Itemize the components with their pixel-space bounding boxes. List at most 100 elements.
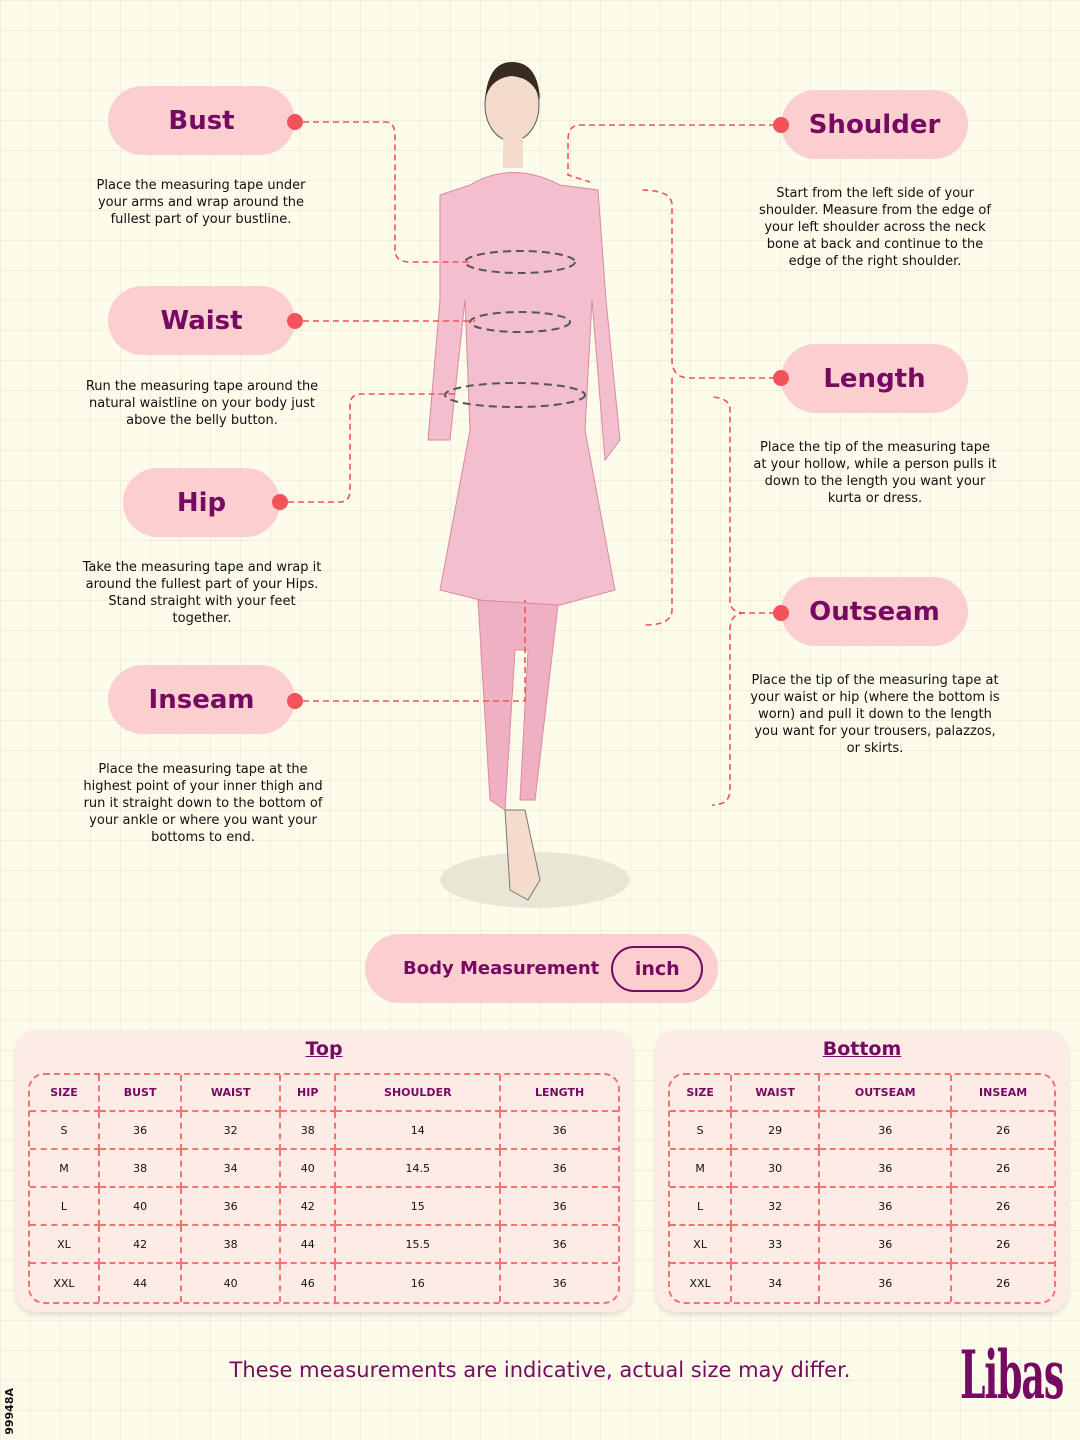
model-figure	[427, 62, 621, 901]
table-cell: 29	[732, 1112, 821, 1150]
table-cell: S	[30, 1112, 100, 1150]
table-cell: XXL	[670, 1264, 733, 1302]
table-cell: 15.5	[336, 1226, 502, 1264]
table-cell: 40	[281, 1150, 337, 1188]
table-cell: 33	[732, 1226, 821, 1264]
table-cell: XL	[30, 1226, 100, 1264]
table-cell: 44	[281, 1226, 337, 1264]
shoulder-label: Shoulder	[781, 90, 968, 159]
table-cell: 36	[552, 1276, 567, 1290]
image-code: 99948A	[3, 1388, 16, 1435]
length-description: Place the tip of the measuring tape at y…	[753, 440, 997, 506]
top-size-table: SIZE BUST WAIST HIP SHOULDER LENGTH S 36 32 38 14 3…	[28, 1073, 620, 1304]
table-cell: 38	[182, 1226, 282, 1264]
table-cell: L	[30, 1188, 100, 1226]
table-cell: 36	[820, 1112, 953, 1150]
column-header: LENGTH	[501, 1075, 618, 1112]
table-cell: 34	[732, 1264, 821, 1302]
outseam-marker	[773, 605, 789, 621]
table-cell: 36	[501, 1188, 618, 1226]
bust-label: Bust	[108, 86, 295, 155]
table-cell: 46	[281, 1264, 337, 1302]
hip-marker	[272, 494, 288, 510]
length-marker	[773, 370, 789, 386]
outseam-description: Place the tip of the measuring tape at y…	[750, 673, 1000, 756]
table-cell: 32	[182, 1112, 282, 1150]
bottom-size-table: SIZE WAIST OUTSEAM INSEAM S 29 36 26 M 30 36 26 L 32 3…	[668, 1073, 1056, 1304]
table-cell: XL	[670, 1226, 733, 1264]
table-cell: M	[30, 1150, 100, 1188]
bust-description: Place the measuring tape under your arms…	[96, 178, 306, 227]
bust-marker	[287, 114, 303, 130]
waist-description: Run the measuring tape around the natura…	[85, 379, 319, 428]
table-row: XXL 34 36 26	[670, 1264, 1054, 1302]
libas-logo: Libas	[960, 1336, 1064, 1414]
table-row: XL 33 36 26	[670, 1226, 1054, 1264]
table-cell: 36	[501, 1112, 618, 1150]
column-header: SIZE	[670, 1075, 733, 1112]
table-cell: 38	[281, 1112, 337, 1150]
top-table-title: Top	[305, 1038, 343, 1060]
bottom-table-title: Bottom	[822, 1038, 902, 1060]
bottom-size-table-card: Bottom SIZE WAIST OUTSEAM INSEAM S 29 36 26 M 30 3…	[656, 1030, 1068, 1312]
table-cell: S	[670, 1112, 733, 1150]
length-label: Length	[781, 344, 968, 413]
table-cell: 36	[820, 1188, 953, 1226]
waist-label: Waist	[108, 286, 295, 355]
table-row: L 40 36 42 15 36	[30, 1188, 618, 1226]
shoulder-description: Start from the left side of your shoulde…	[759, 186, 991, 269]
disclaimer-note: These measurements are indicative, actua…	[229, 1358, 851, 1382]
unit-inch-button[interactable]: inch	[611, 945, 704, 992]
table-cell: 34	[182, 1150, 282, 1188]
top-size-table-card: Top SIZE BUST WAIST HIP SHOULDER LENGTH S 36 32 3…	[16, 1030, 632, 1312]
column-header: BUST	[99, 1075, 183, 1112]
table-cell: 16	[336, 1264, 502, 1302]
table-cell: 40	[182, 1264, 282, 1302]
table-cell: 26	[952, 1112, 1054, 1150]
inseam-description: Place the measuring tape at the highest …	[83, 762, 323, 845]
table-cell: 32	[732, 1188, 821, 1226]
table-cell: M	[670, 1150, 733, 1188]
column-header: WAIST	[732, 1075, 821, 1112]
table-cell: 36	[820, 1264, 953, 1302]
table-cell: 36	[501, 1150, 618, 1188]
table-cell: L	[670, 1188, 733, 1226]
body-measurement-toggle: Body Measurement inch	[365, 934, 718, 1003]
table-cell: 14	[336, 1112, 502, 1150]
table-cell: 36	[820, 1150, 953, 1188]
table-row: L 32 36 26	[670, 1188, 1054, 1226]
table-cell: 36	[99, 1112, 183, 1150]
table-row: M 30 36 26	[670, 1150, 1054, 1188]
table-row: S 36 32 38 14 36	[30, 1112, 618, 1150]
table-cell: 14.5	[336, 1150, 502, 1188]
table-row: XL 42 38 44 15.5 36	[30, 1226, 618, 1264]
table-cell: 36	[501, 1226, 618, 1264]
table-cell: 26	[996, 1276, 1011, 1290]
table-cell: 40	[99, 1188, 183, 1226]
table-row: XXL 44 40 46 16 36	[30, 1264, 618, 1302]
table-cell: 15	[336, 1188, 502, 1226]
shoulder-marker	[773, 117, 789, 133]
table-cell: 44	[100, 1264, 183, 1302]
hip-description: Take the measuring tape and wrap it arou…	[82, 560, 322, 626]
inseam-label: Inseam	[108, 665, 295, 734]
table-cell: 42	[99, 1226, 183, 1264]
table-cell: 38	[99, 1150, 183, 1188]
column-header: SIZE	[30, 1075, 100, 1112]
body-measurement-label: Body Measurement	[403, 958, 600, 979]
table-cell: 30	[732, 1150, 821, 1188]
column-header: SHOULDER	[336, 1075, 502, 1112]
waist-marker	[287, 313, 303, 329]
hip-label: Hip	[123, 468, 280, 537]
table-cell: 26	[952, 1150, 1054, 1188]
column-header: WAIST	[182, 1075, 282, 1112]
table-cell: 26	[952, 1188, 1054, 1226]
table-cell: 26	[952, 1226, 1054, 1264]
outseam-label: Outseam	[781, 577, 968, 646]
column-header: HIP	[281, 1075, 337, 1112]
column-header: INSEAM	[952, 1075, 1054, 1112]
table-row: S 29 36 26	[670, 1112, 1054, 1150]
table-cell: 36	[182, 1188, 282, 1226]
column-header: OUTSEAM	[820, 1075, 953, 1112]
table-cell: 36	[820, 1226, 953, 1264]
